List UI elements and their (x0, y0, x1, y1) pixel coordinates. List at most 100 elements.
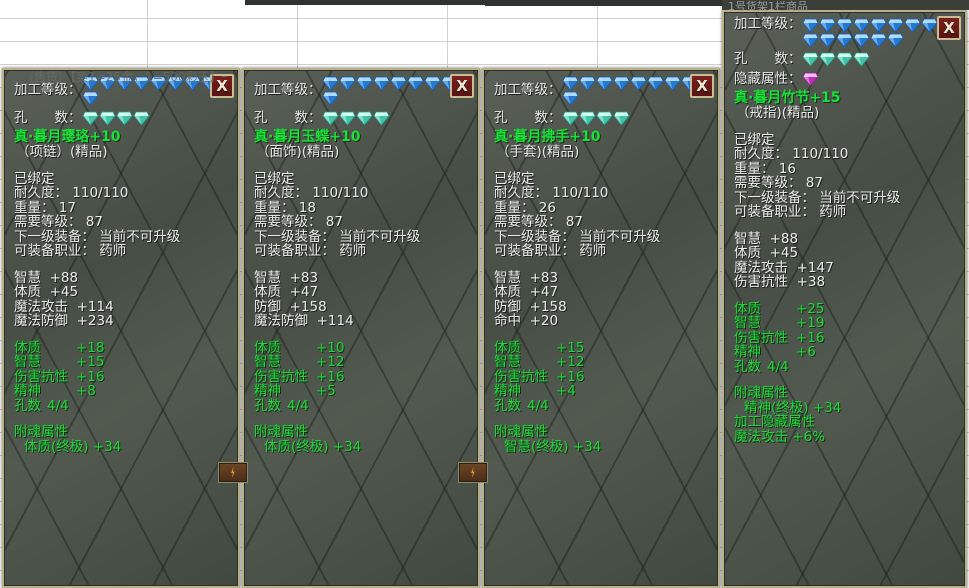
craft-level-row: 加工等级： (244, 76, 478, 106)
gem-icon (322, 76, 339, 91)
stat-key: 重量： (494, 199, 535, 216)
base-stats-list: 耐久度： 110/110 重量： 18 需要等级： 87 下一级装备： 当前不可升级可… (244, 186, 478, 259)
gem-icon (630, 76, 646, 91)
gem-icon (133, 76, 149, 91)
close-icon[interactable]: X (690, 74, 714, 98)
item-tooltip-gloves[interactable]: X 加工等级： 孔 数： 真·暮月拂手+10 （手套)(精品) 已绑定 耐久度：… (482, 68, 720, 588)
craft-level-label: 加工等级： (254, 82, 322, 99)
stat-line: 命中 +20 (484, 314, 718, 329)
stat-value: 110/110 (308, 185, 369, 201)
stat-key: 体质 (494, 339, 521, 356)
gem-icon (82, 111, 98, 126)
gem-icon (322, 91, 338, 106)
close-icon[interactable]: X (450, 74, 474, 98)
chat-mini-button-2[interactable] (458, 462, 488, 483)
stat-key: 伤害抗性 (734, 329, 788, 346)
stat-line: 伤害抗性 +38 (724, 275, 965, 290)
gem-icon (596, 76, 613, 91)
stat-value: +25 (796, 300, 825, 317)
gem-icon (613, 76, 629, 91)
stat-value: 87 (81, 214, 103, 230)
stat-value: +4 (556, 383, 576, 399)
gem-icon (116, 76, 132, 91)
stat-value: +34 (568, 438, 602, 455)
gem-icon (853, 33, 869, 48)
gem-icon (373, 76, 389, 91)
stat-value: +5 (316, 383, 336, 399)
hole-count-label: 孔 数： (254, 109, 322, 126)
stat-value: +16 (316, 368, 345, 385)
gem-icon (579, 111, 596, 126)
gem-icon (116, 76, 133, 91)
gem-icon (424, 76, 440, 91)
gem-icon (579, 76, 596, 91)
gem-icon (373, 111, 390, 126)
gem-icon (887, 18, 904, 33)
gem-icon (836, 52, 852, 67)
item-tooltip-necklace[interactable]: X 加工等级： 孔 数： 真·暮月璎珞+10 （项链）(精品) 已绑定 耐久度：… (2, 68, 240, 588)
stat-value: 18 (294, 199, 316, 216)
chat-mini-button-1[interactable] (218, 462, 248, 483)
gem-icon (373, 76, 390, 91)
stat-line: 伤害抗性 +16 (244, 370, 478, 385)
craft-level-label: 加工等级： (494, 82, 562, 99)
stat-key: 体质 (734, 245, 761, 261)
stat-line: 精神(终极) +34 (724, 401, 965, 416)
item-name: 真·暮月玉蝶+10 (254, 129, 361, 145)
gem-icon (836, 18, 852, 33)
stat-line: 精神 +5 (244, 384, 478, 399)
stat-line: 魔法防御 +114 (244, 314, 478, 329)
stat-value: +15 (556, 339, 585, 356)
stat-key: 下一级装备： (494, 228, 575, 245)
close-icon[interactable]: X (210, 74, 234, 98)
stat-line: 重量： 18 (244, 201, 478, 216)
stat-value: 当前不可升级 (575, 228, 661, 245)
item-tooltip-ring[interactable]: X 加工等级： 孔 数： 隐藏属性： 真·暮月竹节+15 （戒指)(精品) 已绑… (722, 10, 967, 588)
stat-value: +18 (76, 339, 105, 356)
stat-value: +16 (76, 368, 105, 385)
stat-value: 当前不可升级 (815, 189, 901, 206)
stat-line: 体质 +47 (244, 285, 478, 300)
gem-icon (613, 76, 630, 91)
stat-key: 体质 (14, 284, 41, 300)
stat-value: 87 (561, 214, 583, 230)
stat-key: 防御 (254, 298, 281, 315)
gem-icon (819, 33, 835, 48)
item-tooltip-facewear[interactable]: X 加工等级： 孔 数： 真·暮月玉蝶+10 （面饰)(精品) 已绑定 耐久度：… (242, 68, 480, 588)
gem-icon (853, 18, 869, 33)
item-name: 真·暮月璎珞+10 (14, 129, 121, 145)
stat-key: 可装备职业： (14, 243, 95, 259)
stat-key: 体质 (734, 300, 761, 317)
hole-gems (82, 111, 150, 126)
gem-icon (802, 18, 818, 33)
craft-level-gems (802, 18, 942, 48)
stat-value: 110/110 (68, 185, 129, 201)
gem-icon (802, 52, 819, 67)
gem-icon (904, 18, 920, 33)
craft-level-row: 加工等级： (724, 17, 965, 48)
gem-icon (819, 18, 835, 33)
stat-line: 可装备职业： 药师 (724, 205, 965, 220)
stat-key: 重量： (734, 160, 775, 177)
stat-line: 智慧(终极) +34 (484, 440, 718, 455)
item-subtitle: （戒指)(精品) (736, 105, 820, 121)
stat-key: 伤害抗性 (14, 368, 68, 385)
stat-key: 需要等级： (734, 175, 802, 191)
gem-icon (99, 111, 116, 126)
gem-icon (853, 52, 869, 67)
soul-stats-list: 精神(终极) +34 (724, 401, 965, 416)
soul-attr-header: 附魂属性 (14, 424, 68, 440)
hole-count-row: 孔 数： (724, 51, 965, 68)
gem-stats-list: 体质 +18 智慧 +15 伤害抗性 +16 精神 +8 (4, 341, 238, 399)
stat-line: 需要等级： 87 (244, 215, 478, 230)
soul-attr-header: 附魂属性 (254, 424, 308, 440)
close-icon[interactable]: X (937, 16, 961, 40)
item-subtitle: （项链）(精品) (16, 144, 108, 160)
stat-value: +114 (308, 313, 354, 329)
gem-icon (82, 111, 99, 126)
stat-value: 药师 (335, 243, 367, 259)
stat-line: 下一级装备： 当前不可升级 (724, 191, 965, 206)
stat-value: +6% (788, 428, 826, 445)
stat-line: 体质 +18 (4, 341, 238, 356)
stat-key: 伤害抗性 (254, 368, 308, 385)
